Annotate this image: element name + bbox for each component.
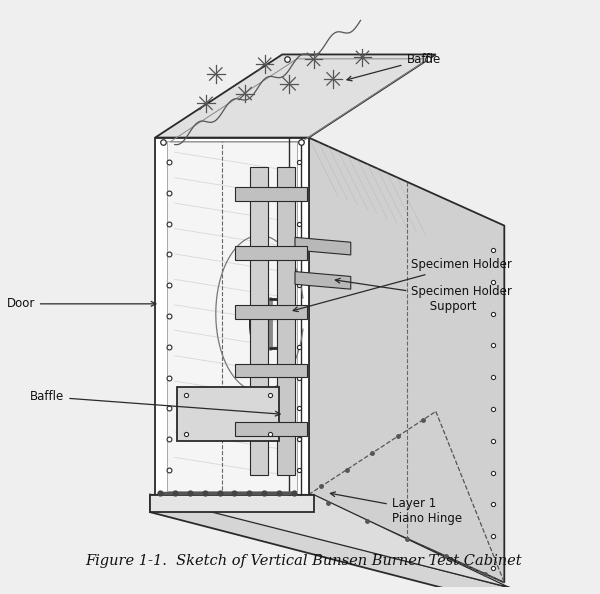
Polygon shape [235, 246, 307, 260]
Polygon shape [150, 495, 509, 594]
Polygon shape [167, 141, 297, 491]
Text: Figure 1-1.  Sketch of Vertical Bunsen Burner Test Cabinet: Figure 1-1. Sketch of Vertical Bunsen Bu… [86, 554, 522, 568]
Text: Baffle: Baffle [30, 390, 280, 416]
Text: Baffle: Baffle [347, 53, 441, 81]
Polygon shape [309, 138, 505, 583]
Polygon shape [277, 167, 295, 475]
Polygon shape [155, 138, 309, 495]
Polygon shape [150, 495, 314, 512]
Polygon shape [176, 387, 280, 441]
Polygon shape [295, 238, 351, 255]
Polygon shape [235, 364, 307, 377]
Polygon shape [235, 422, 307, 436]
Polygon shape [295, 271, 351, 289]
Text: Specimen Holder
     Support: Specimen Holder Support [335, 279, 512, 313]
Text: Specimen Holder: Specimen Holder [293, 258, 512, 312]
Polygon shape [155, 55, 436, 138]
Polygon shape [250, 167, 268, 475]
Polygon shape [235, 305, 307, 318]
Text: Layer 1
Piano Hinge: Layer 1 Piano Hinge [331, 492, 462, 525]
Polygon shape [235, 188, 307, 201]
Text: Door: Door [7, 298, 156, 310]
Polygon shape [150, 495, 509, 587]
